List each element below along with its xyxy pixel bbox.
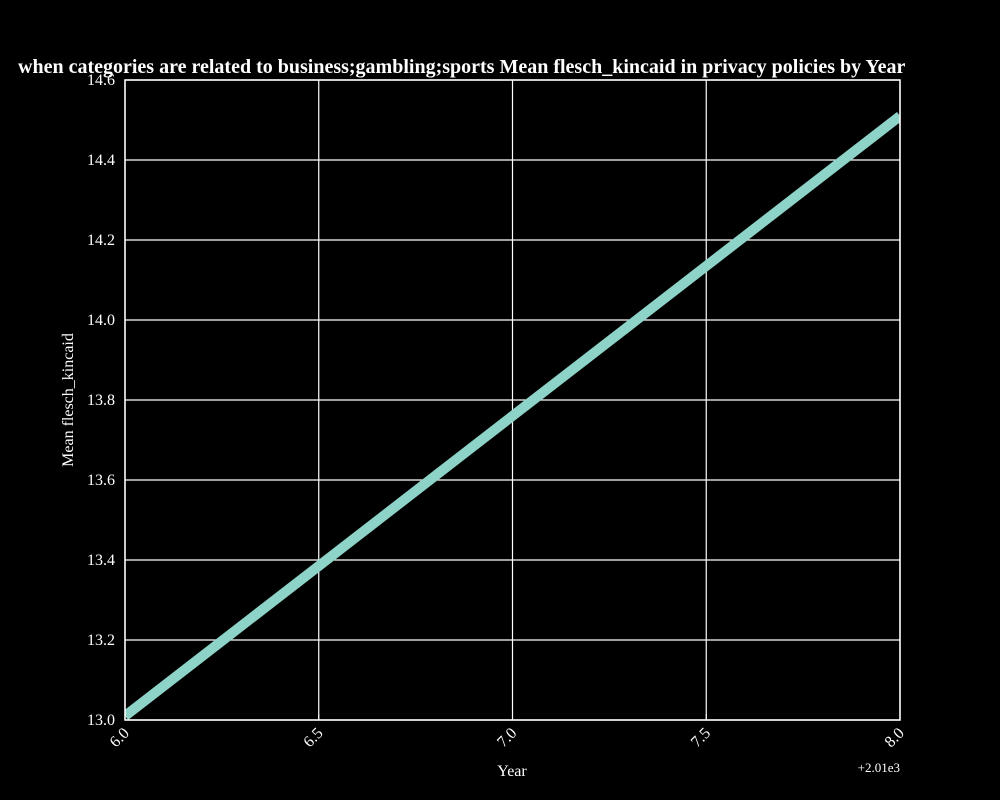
y-axis-label: Mean flesch_kincaid <box>60 333 77 467</box>
y-tick-label: 13.0 <box>87 712 115 729</box>
y-tick-label: 14.6 <box>87 72 115 89</box>
x-tick-label: 7.5 <box>688 725 714 751</box>
series-line <box>125 112 900 720</box>
y-tick-label: 13.2 <box>87 632 115 649</box>
axes-frame <box>124 79 901 721</box>
y-tick-label: 13.8 <box>87 392 115 409</box>
x-axis-offset-label: +2.01e3 <box>858 760 900 775</box>
x-axis-label: Year <box>497 763 527 780</box>
y-tick-label: 14.4 <box>87 152 115 169</box>
x-tick-label: 8.0 <box>882 725 908 751</box>
y-tick-label: 13.4 <box>87 552 115 569</box>
x-tick-label: 6.5 <box>300 725 326 751</box>
x-tick-label: 7.0 <box>494 725 520 751</box>
chart-title: when categories are related to business;… <box>18 56 905 78</box>
series-layer <box>125 112 900 720</box>
y-tick-label: 13.6 <box>87 472 115 489</box>
y-tick-label: 14.2 <box>87 232 115 249</box>
y-tick-labels: 13.0 13.2 13.4 13.6 13.8 14.0 14.2 14.4 14.6 <box>87 72 115 729</box>
y-tick-label: 14.0 <box>87 312 115 329</box>
x-tick-labels: 6.0 6.5 7.0 7.5 8.0 <box>107 725 908 751</box>
